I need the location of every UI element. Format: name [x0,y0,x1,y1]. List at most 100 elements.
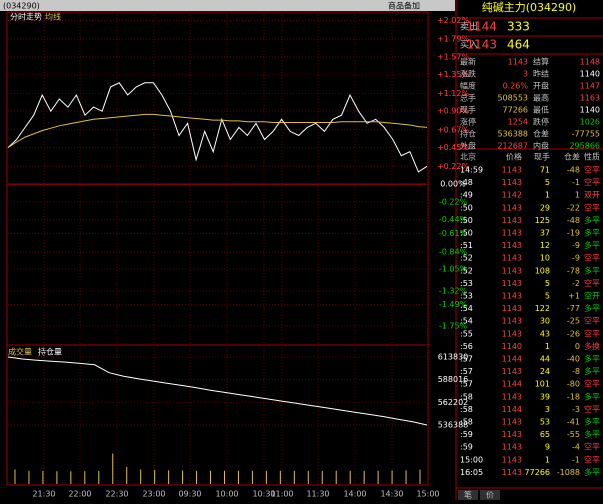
tick-cell: 1143 [502,304,522,313]
tick-cell: 1140 [502,342,522,351]
quote-label: 仓差 [533,129,549,139]
tick-cell: 1143 [502,241,522,250]
tick-cell: -41 [567,418,580,427]
tick-cell: :59 [460,443,473,452]
tick-cell: 1143 [502,178,522,187]
tab-label[interactable]: 笔 [464,490,472,500]
quote-label: 最低 [533,105,549,115]
tab-label[interactable]: 价 [486,491,494,500]
quote-value: 0.26% [503,82,529,91]
menu[interactable]: 商品备加 [388,1,420,11]
x-tick-label: 23:00 [142,490,165,499]
tick-cell: 44 [540,355,550,364]
volume-bar [42,470,44,484]
y-tick-label: +1.12% [437,89,470,98]
tick-cell: 1 [545,455,550,464]
quote-label: 跌停 [533,117,549,127]
bid-vol: 464 [507,38,530,52]
tick-cell: :58 [460,392,473,401]
tick-cell: 14:59 [460,166,483,175]
tick-cell: 1143 [502,392,522,401]
tick-cell: 1143 [502,468,522,477]
tick-cell: 16:05 [460,468,483,477]
quote-value: 3 [523,70,528,79]
tick-cell: 3 [545,405,550,414]
tick-cell: 多平 [584,303,600,313]
tick-cell: 空平 [584,442,600,452]
ask-vol: 333 [507,20,530,34]
tab[interactable] [480,490,500,500]
quote-label: 现手 [460,105,476,115]
quote-title: 纯碱主力(034290) [482,1,577,14]
x-tick-label: 14:00 [343,490,366,499]
tick-cell: 10 [540,254,550,263]
tick-cell: 15:00 [460,455,483,464]
tick-cell: 24 [540,367,550,376]
tick-cell: :58 [460,405,473,414]
tick-cell: :55 [460,329,473,338]
y-tick-label: -0.84% [439,248,468,257]
y-tick-label: -1.05% [439,265,468,274]
tick-cell: 多平 [584,391,600,401]
tick-cell: 5 [545,178,550,187]
tick-cell: :53 [460,279,473,288]
tick-cell: 空平 [584,328,600,338]
y-tick-label: -1.32% [439,286,468,295]
x-tick-label: 14:30 [380,490,403,499]
tick-cell: 空平 [584,404,600,414]
tick-cell: -2 [572,279,580,288]
volume-bar [14,469,16,484]
volume-bar [70,471,72,484]
tick-cell: 多平 [584,417,600,427]
tick-cell: 1143 [502,292,522,301]
quote-label: 昨结 [533,69,549,79]
tick-cell: 12 [540,241,550,250]
quote-value: 1143 [508,58,528,67]
quote-value: 508553 [497,94,528,103]
quote-label: 持仓 [460,129,476,139]
volume-bar [182,470,184,484]
quote-label: 涨跌 [460,69,476,79]
y-tick-label: 0.00% [440,180,466,189]
tick-cell: 9 [545,443,550,452]
tick-cell: :57 [460,380,473,389]
tick-cell: :54 [460,304,473,313]
tick-cell: 1143 [502,254,522,263]
tick-cell: :53 [460,292,473,301]
y-tick-label: +1.57% [437,52,470,61]
tick-cell: 1143 [502,418,522,427]
frame [6,11,429,486]
y-tick-label: -1.49% [439,300,468,309]
bid-label: 买入 [460,40,478,51]
tick-cell: 1143 [502,455,522,464]
quote-label: 总手 [460,93,476,103]
tick-cell: -25 [567,317,580,326]
tick-cell: -8 [572,367,580,376]
tick-cell: :50 [460,216,473,225]
tick-header: 北京 [460,152,476,162]
tick-cell: :54 [460,317,473,326]
volume-bar [279,470,281,484]
tick-cell: :48 [460,178,473,187]
ask-label: 卖出 [460,21,478,33]
bid-price: 1143 [466,38,497,52]
tick-cell: -9 [572,254,580,263]
tick-cell: 101 [535,380,550,389]
x-tick-label: 21:30 [32,490,55,499]
tick-cell: 多平 [584,366,600,376]
volume-bar [126,466,128,484]
tick-cell: 1 [545,342,550,351]
x-tick-label: 11:00 [270,490,293,499]
tick-cell: 1143 [502,443,522,452]
tick-cell: 1144 [502,405,522,414]
tick-cell: 多平 [584,240,600,250]
tick-cell: :50 [460,229,473,238]
y-tick-label: -0.22% [439,197,468,206]
quote-value: 212687 [497,142,528,151]
tab[interactable] [458,490,478,500]
tick-cell: 53 [540,418,550,427]
tick-cell: :51 [460,241,473,250]
tick-cell: 空开 [584,291,600,301]
